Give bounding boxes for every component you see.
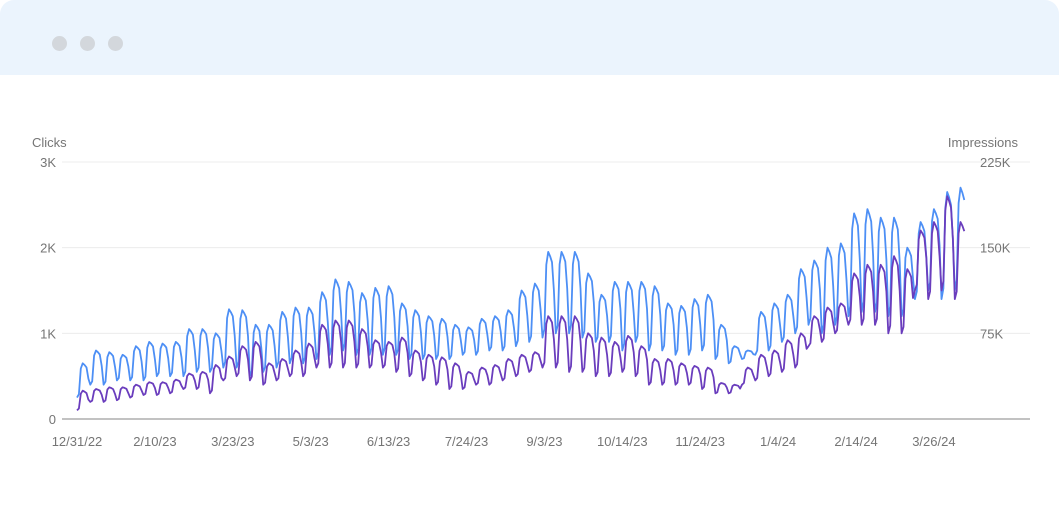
x-axis-tick: 2/14/24: [834, 434, 877, 449]
x-axis-tick: 12/31/22: [52, 434, 103, 449]
window-maximize-dot[interactable]: [108, 36, 123, 51]
left-axis-tick: 1K: [40, 326, 56, 341]
x-axis-tick: 5/3/23: [293, 434, 329, 449]
impressions-line: [76, 195, 966, 412]
right-axis-tick: 150K: [980, 241, 1011, 256]
clicks-line: [76, 186, 966, 399]
left-axis-tick: 2K: [40, 241, 56, 256]
x-axis-tick: 6/13/23: [367, 434, 410, 449]
x-axis-tick: 7/24/23: [445, 434, 488, 449]
right-axis-tick: 75K: [980, 326, 1003, 341]
x-axis-tick: 3/23/23: [211, 434, 254, 449]
window-title-bar: [0, 0, 1059, 75]
window-minimize-dot[interactable]: [80, 36, 95, 51]
x-axis-tick: 11/24/23: [675, 434, 725, 449]
x-axis-tick: 1/4/24: [760, 434, 796, 449]
left-axis-tick: 0: [49, 412, 56, 427]
left-axis-title: Clicks: [32, 135, 67, 150]
x-axis-tick: 3/26/24: [912, 434, 955, 449]
left-axis-tick: 3K: [40, 155, 56, 170]
right-axis-title: Impressions: [948, 135, 1019, 150]
x-axis-tick: 10/14/23: [597, 434, 648, 449]
right-axis-tick: 225K: [980, 155, 1011, 170]
x-axis-tick: 9/3/23: [526, 434, 562, 449]
x-axis-tick: 2/10/23: [133, 434, 176, 449]
window-close-dot[interactable]: [52, 36, 67, 51]
